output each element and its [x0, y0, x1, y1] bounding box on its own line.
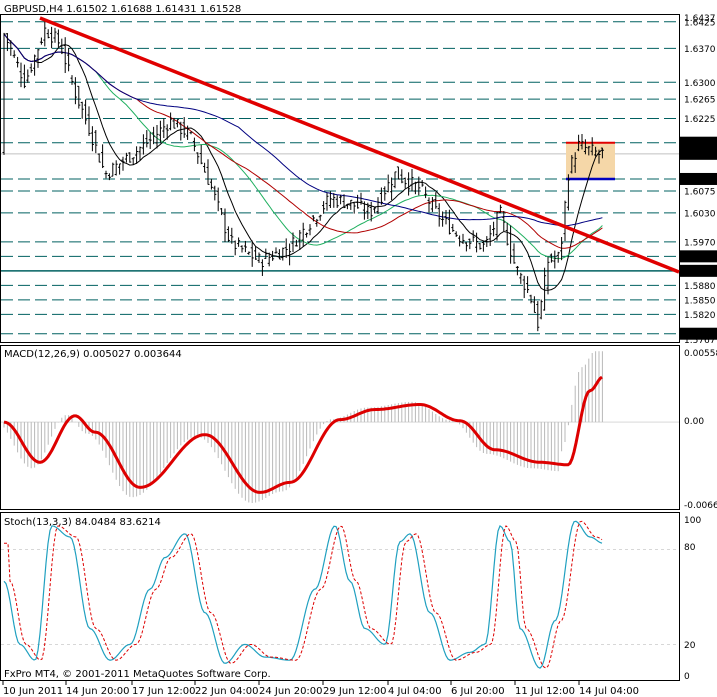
red-trendline [39, 16, 680, 274]
x-label-7: 6 Jul 20:00 [451, 686, 505, 697]
current-price-label: 1.6152 [684, 150, 716, 160]
stoch-main-line [3, 520, 603, 669]
ma-blue-line [3, 33, 603, 227]
level-tag-bg-11 [680, 264, 717, 277]
stoch-80-label: 80 [684, 543, 696, 553]
macd-label: MACD(12,26,9) 0.005027 0.003644 [4, 349, 182, 360]
x-label-4: 24 Jun 20:00 [259, 686, 323, 697]
price-bars [2, 20, 604, 332]
level-label-6: 1.6100 [684, 175, 716, 185]
x-label-2: 17 Jun 12:00 [132, 686, 196, 697]
x-label-5: 29 Jun 12:00 [323, 686, 387, 697]
level-label-11: 1.5910 [684, 267, 716, 277]
macd-indicator [1, 351, 679, 503]
trendline[interactable] [39, 16, 680, 274]
level-label-14: 1.5820 [684, 311, 716, 321]
x-label-8: 11 Jul 12:00 [515, 686, 575, 697]
time-axis: 10 Jun 2011 14 Jun 20:00 17 Jun 12:00 22 Ju… [2, 681, 639, 697]
box-fill [566, 142, 615, 179]
macd-signal-line [3, 375, 603, 494]
symbol-info: GBPUSD,H4 1.61502 1.61688 1.61431 1.6152… [4, 4, 241, 15]
x-label-1: 14 Jun 20:00 [66, 686, 130, 697]
level-label-9: 1.5970 [684, 238, 716, 248]
current-price-tag [680, 147, 717, 160]
level-label-4: 1.6225 [684, 115, 716, 125]
stoch-100-label: 100 [684, 516, 701, 526]
macd-max-label: 0.00558 [684, 349, 717, 359]
level-label-13: 1.5850 [684, 296, 716, 306]
x-label-3: 22 Jun 04:00 [195, 686, 259, 697]
macd-zero-label: 0.00 [684, 417, 704, 427]
copyright-text: FxPro MT4, © 2001-2011 MetaQuotes Softwa… [4, 669, 271, 680]
level-label-0: 1.6425 [684, 18, 716, 28]
level-label-7: 1.6075 [684, 188, 716, 198]
price-axis-labels: 1.64251.63701.63001.62651.62251.61751.61… [680, 18, 717, 340]
x-label-0: 10 Jun 2011 [3, 686, 63, 697]
price-top-label: 1.6437 [684, 14, 716, 24]
stochastic-indicator [1, 520, 679, 669]
level-label-5: 1.6175 [684, 139, 716, 149]
level-label-1: 1.6370 [684, 45, 716, 55]
level-label-12: 1.5880 [684, 282, 716, 292]
level-label-8: 1.6030 [684, 209, 716, 219]
level-tag-bg-10 [680, 250, 717, 263]
level-tag-bg-15 [680, 327, 717, 340]
level-label-10: 1.5940 [684, 253, 716, 263]
level-label-15: 1.5780 [684, 330, 716, 340]
level-label-2: 1.6300 [684, 79, 716, 89]
price-bottom-label: 1.5767 [684, 336, 716, 346]
macd-min-label: -0.00660 [684, 501, 717, 511]
stoch-signal-line [4, 520, 603, 669]
level-label-3: 1.6265 [684, 96, 716, 106]
macd-panel[interactable] [0, 345, 680, 510]
level-tag-bg-6 [680, 172, 717, 185]
stoch-20-label: 20 [684, 641, 696, 651]
level-tag-bg-5 [680, 136, 717, 149]
stoch-0-label: 0 [684, 672, 690, 682]
x-label-6: 4 Jul 04:00 [388, 686, 442, 697]
stoch-label: Stoch(13,3,3) 84.0484 83.6214 [4, 517, 161, 528]
consolidation-box [566, 141, 615, 181]
x-label-9: 14 Jul 04:00 [579, 686, 639, 697]
